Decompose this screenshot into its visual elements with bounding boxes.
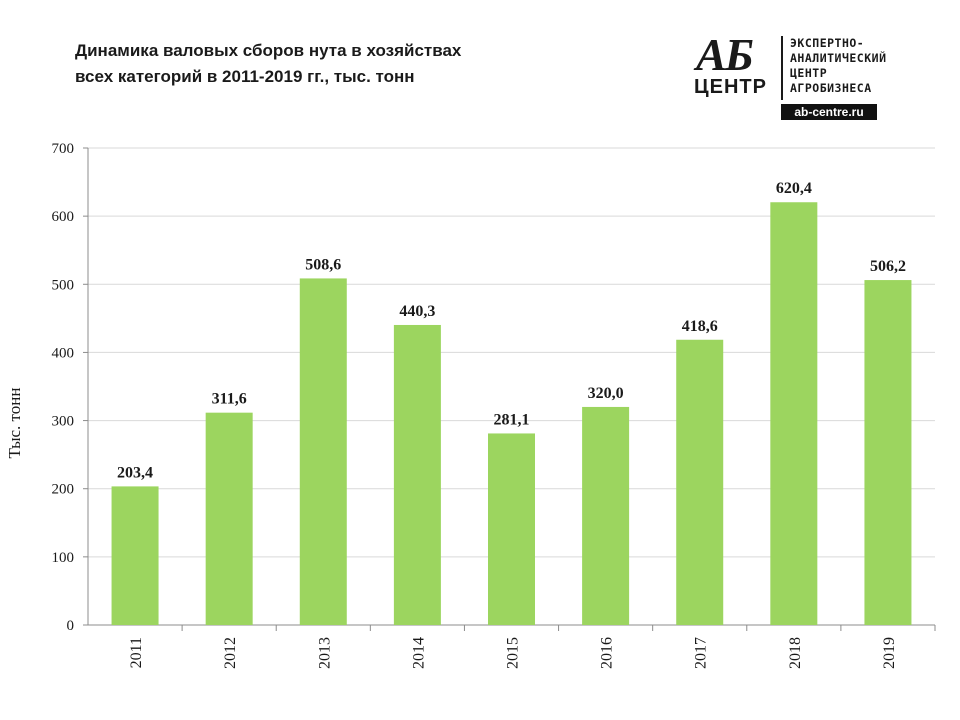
data-label: 440,3 [399,303,435,320]
data-label: 508,6 [305,256,341,273]
data-label: 281,1 [494,411,530,428]
logo-mark-sub: ЦЕНТР [694,76,767,98]
logo-text-line-4: АГРОБИЗНЕСА [790,81,872,95]
logo-divider [781,36,783,100]
logo-text-line-1: ЭКСПЕРТНО- [790,36,865,50]
logo-url: ab-centre.ru [781,104,877,120]
bar [864,280,912,625]
bar [676,339,724,625]
logo-text-line-3: ЦЕНТР [790,66,828,80]
x-tick-label: 2018 [787,637,804,669]
x-tick-label: 2011 [128,637,145,668]
y-tick-label: 700 [52,141,75,157]
logo-text: ЭКСПЕРТНО- АНАЛИТИЧЕСКИЙ ЦЕНТР АГРОБИЗНЕ… [790,36,887,96]
ab-centre-logo: АБ ЦЕНТР ЭКСПЕРТНО- АНАЛИТИЧЕСКИЙ ЦЕНТР … [690,32,940,122]
y-tick-label: 100 [52,550,75,566]
bar [111,486,159,625]
data-label: 506,2 [870,258,906,275]
y-tick-label: 0 [67,618,75,634]
bar [770,202,818,626]
logo-mark: АБ [696,29,754,80]
x-tick-label: 2016 [599,637,616,669]
chart-title-line-2: всех категорий в 2011-2019 гг., тыс. тон… [75,67,415,86]
bar [393,324,441,625]
data-label: 418,6 [682,318,718,335]
x-tick-label: 2014 [410,637,427,669]
logo-text-line-2: АНАЛИТИЧЕСКИЙ [790,51,887,65]
bar [488,433,535,625]
y-tick-label: 300 [52,414,75,430]
bar [299,278,347,625]
y-tick-label: 500 [52,277,75,293]
x-tick-label: 2015 [505,637,522,669]
chart-title-line-1: Динамика валовых сборов нута в хозяйства… [75,41,462,60]
x-tick-label: 2019 [881,637,898,669]
chart-title: Динамика валовых сборов нута в хозяйства… [75,38,595,90]
bar [205,412,253,625]
data-label: 620,4 [776,180,812,197]
x-tick-label: 2012 [222,637,239,669]
data-label: 203,4 [117,464,153,481]
y-tick-label: 400 [52,345,75,361]
data-label: 320,0 [588,385,624,402]
x-tick-label: 2013 [316,637,333,669]
data-label: 311,6 [212,391,247,408]
bar [582,406,630,625]
x-tick-label: 2017 [693,637,710,669]
y-tick-label: 200 [52,482,75,498]
y-axis-label: Тыс. тонн [5,388,24,459]
y-tick-label: 600 [52,209,75,225]
